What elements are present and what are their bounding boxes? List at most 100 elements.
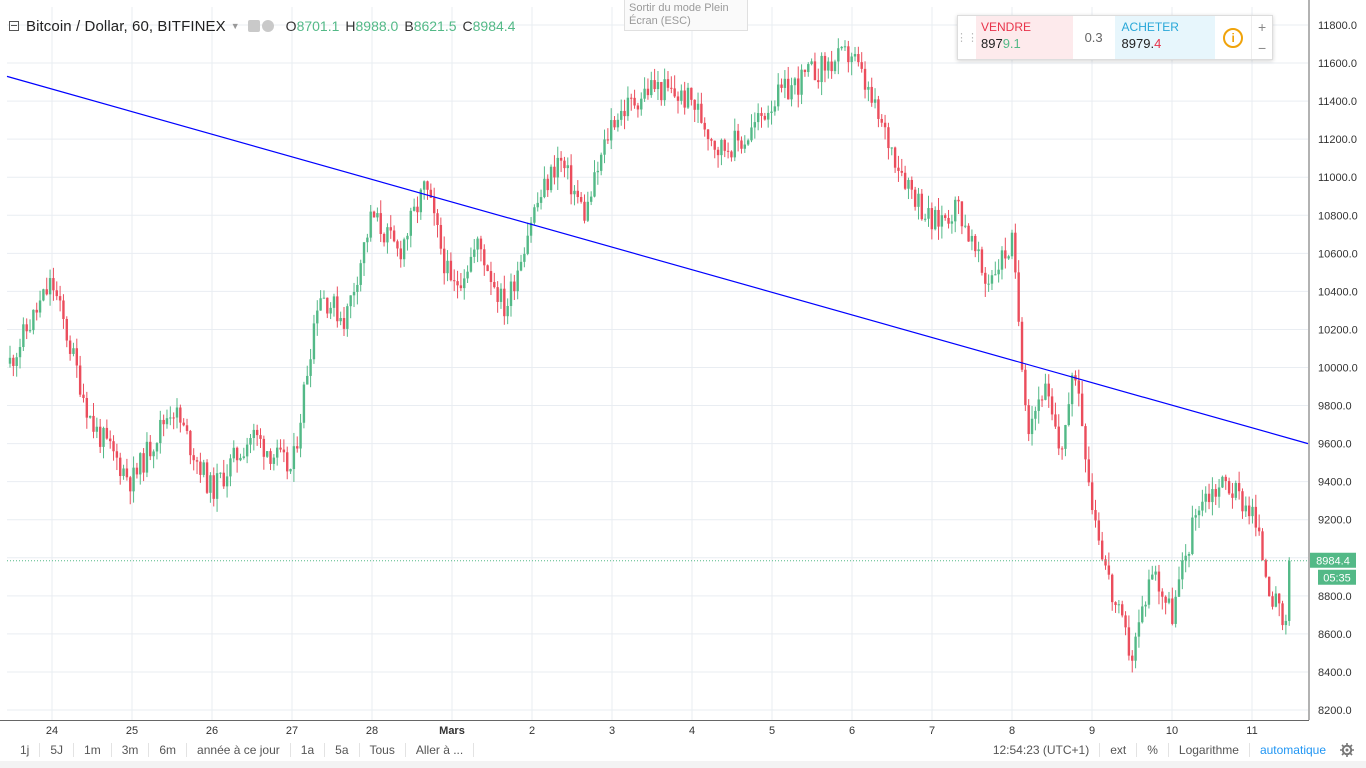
- sell-button[interactable]: VENDRE 8979.1: [976, 16, 1073, 59]
- candle-body: [977, 249, 980, 252]
- x-tick-label: 4: [689, 725, 695, 737]
- minus-icon[interactable]: −: [1257, 40, 1267, 57]
- candle-body: [907, 179, 910, 189]
- candle-body: [195, 460, 199, 462]
- log-scale-toggle[interactable]: Logarithme: [1167, 743, 1249, 757]
- range-1y-button[interactable]: 1a: [291, 743, 326, 757]
- candle-body: [1007, 256, 1010, 259]
- collapse-legend-icon[interactable]: [9, 21, 19, 31]
- x-tick-label: 7: [929, 725, 935, 737]
- candle-body: [279, 447, 282, 450]
- candle-body: [25, 324, 28, 332]
- candle-body: [332, 296, 336, 308]
- symbol-title[interactable]: Bitcoin / Dollar, 60, BITFINEX: [26, 17, 226, 35]
- candle-body: [289, 469, 292, 472]
- candle-body: [676, 96, 680, 101]
- y-tick-label: 10400.0: [1318, 286, 1358, 298]
- candle-body: [232, 447, 235, 459]
- candle-body: [406, 235, 409, 240]
- range-all-button[interactable]: Tous: [360, 743, 406, 757]
- gear-icon[interactable]: [261, 20, 274, 32]
- candle-body: [15, 357, 18, 366]
- candle-body: [613, 120, 616, 128]
- goto-date-button[interactable]: Aller à ...: [406, 743, 475, 757]
- range-1m-button[interactable]: 1m: [74, 743, 112, 757]
- buy-label: ACHETER: [1121, 20, 1179, 34]
- y-tick-label: 11800.0: [1318, 20, 1357, 32]
- candle-body: [770, 111, 773, 113]
- range-5d-button[interactable]: 5J: [40, 743, 75, 757]
- candle-body: [633, 97, 636, 106]
- range-5y-button[interactable]: 5a: [325, 743, 360, 757]
- candle-body: [165, 418, 169, 425]
- candle-body: [857, 54, 860, 63]
- candle-body: [783, 78, 787, 88]
- buy-button[interactable]: ACHETER 8979.4: [1114, 16, 1216, 59]
- y-tick-label: 8200.0: [1318, 705, 1352, 717]
- candle-body: [746, 140, 750, 145]
- exit-fullscreen-tooltip[interactable]: Sortir du mode Plein Écran (ESC): [624, 0, 748, 31]
- x-tick-label: 5: [769, 725, 775, 737]
- candlestick-series: [8, 38, 1291, 673]
- candle-body: [75, 348, 78, 366]
- candle-body: [650, 80, 653, 96]
- candle-body: [787, 78, 790, 100]
- candle-body: [523, 253, 526, 262]
- range-6m-button[interactable]: 6m: [149, 743, 188, 757]
- candle-body: [316, 310, 319, 324]
- settings-gear-icon[interactable]: [1340, 743, 1354, 757]
- candle-body: [589, 196, 593, 202]
- candle-body: [349, 295, 352, 307]
- range-3m-button[interactable]: 3m: [112, 743, 150, 757]
- eye-icon[interactable]: [247, 20, 260, 32]
- range-1d-button[interactable]: 1j: [0, 743, 41, 757]
- countdown-badge: [1318, 569, 1356, 585]
- candle-body: [957, 199, 960, 202]
- candle-body: [680, 90, 683, 101]
- candle-body: [970, 235, 974, 242]
- chevron-down-icon[interactable]: ▼: [230, 21, 240, 31]
- candle-body: [917, 193, 920, 207]
- candle-body: [82, 394, 85, 398]
- candle-body: [1197, 510, 1201, 516]
- candle-body: [700, 103, 703, 123]
- clock-readout[interactable]: 12:54:23 (UTC+1): [992, 743, 1090, 757]
- candle-body: [610, 120, 613, 141]
- plus-icon[interactable]: +: [1257, 18, 1267, 35]
- range-ytd-button[interactable]: année à ce jour: [187, 743, 291, 757]
- candle-body: [713, 140, 716, 150]
- y-tick-label: 8400.0: [1318, 667, 1352, 679]
- candle-body: [853, 54, 857, 57]
- candle-body: [286, 452, 289, 472]
- candle-body: [396, 241, 399, 249]
- candle-body: [1154, 571, 1157, 575]
- sell-price-last: 9.1: [1002, 36, 1021, 51]
- candle-body: [336, 296, 339, 322]
- candle-body: [1241, 491, 1244, 512]
- candle-body: [1080, 393, 1084, 427]
- candle-body: [72, 348, 75, 354]
- percent-scale-toggle[interactable]: %: [1136, 743, 1168, 757]
- candle-body: [940, 215, 944, 227]
- candle-body: [1237, 483, 1241, 492]
- candle-body: [1077, 380, 1080, 394]
- candle-body: [1177, 579, 1181, 597]
- auto-scale-toggle[interactable]: automatique: [1248, 743, 1336, 757]
- candle-body: [249, 438, 252, 445]
- candle-body: [730, 151, 733, 158]
- info-button[interactable]: i: [1215, 16, 1251, 59]
- candle-body: [790, 85, 793, 100]
- candle-body: [763, 115, 767, 120]
- candle-body: [1044, 383, 1047, 400]
- drag-handle-icon[interactable]: ⋮⋮: [956, 32, 978, 44]
- candle-body: [516, 270, 519, 292]
- extended-hours-toggle[interactable]: ext: [1099, 743, 1136, 757]
- x-tick-label: 24: [46, 725, 58, 737]
- buy-price-last: 4: [1154, 36, 1162, 51]
- candle-body: [453, 280, 456, 282]
- candle-body: [1221, 476, 1224, 488]
- candle-body: [810, 61, 813, 65]
- sell-price-main: 897: [981, 36, 1003, 51]
- candle-body: [877, 99, 880, 119]
